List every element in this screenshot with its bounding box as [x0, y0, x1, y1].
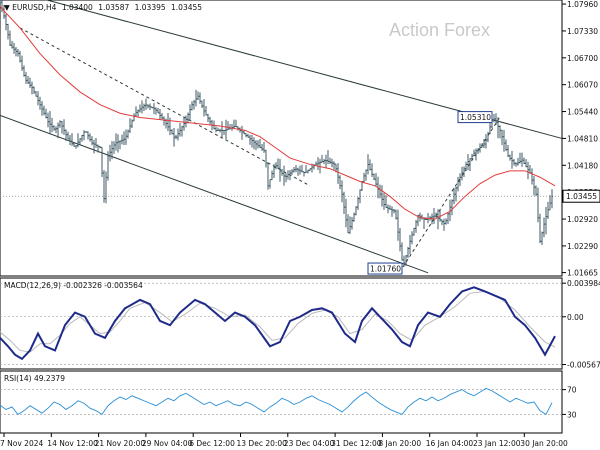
ohlc-low: 1.03395 — [135, 3, 166, 12]
macd-tick-label: -0.00567 — [567, 361, 600, 370]
price-tick-label: 1.07330 — [567, 27, 598, 36]
price-annotation-label: 1.01760 — [370, 265, 401, 274]
price-tick-label: 1.06070 — [567, 81, 598, 90]
macd-tick-label: 0.00 — [567, 313, 584, 322]
rsi-tick-label: 30 — [567, 410, 577, 419]
x-tick-label: 8 Jan 20:00 — [378, 439, 421, 448]
dashed-trend-line — [19, 27, 311, 187]
x-tick-label: 30 Jan 20:00 — [520, 439, 568, 448]
ohlc-high: 1.03587 — [98, 3, 129, 12]
x-tick-label: 21 Nov 20:00 — [95, 439, 146, 448]
x-tick-label: 23 Jan 12:00 — [473, 439, 521, 448]
header-line: ▼ EURUSD,H4 1.03400 1.03587 1.03395 1.03… — [4, 3, 202, 12]
price-tick-label: 1.04180 — [567, 161, 598, 170]
x-tick-label: 31 Dec 12:00 — [331, 439, 382, 448]
x-tick-label: 29 Nov 04:00 — [142, 439, 193, 448]
rsi-tick-label: 70 — [567, 386, 577, 395]
channel-line — [0, 114, 429, 274]
macd-panel — [0, 277, 563, 370]
ohlc-close: 1.03455 — [171, 3, 202, 12]
dashed-trend-line — [402, 116, 501, 268]
price-tick-label: 1.07960 — [567, 0, 598, 9]
header-arrow-icon: ▼ — [4, 3, 12, 12]
macd-group: 0.003984 0.00 -0.00567 — [0, 279, 600, 370]
price-tick-label: 1.06700 — [567, 54, 598, 63]
watermark: Action Forex — [389, 20, 490, 40]
x-tick-label: 16 Jan 04:00 — [426, 439, 474, 448]
x-tick-label: 14 Nov 12:00 — [47, 439, 98, 448]
current-price-label: 1.03455 — [566, 192, 597, 201]
moving-average-line — [0, 6, 556, 220]
ohlc-open: 1.03400 — [62, 3, 93, 12]
x-tick-label: 13 Dec 20:00 — [237, 439, 288, 448]
macd-label: MACD(12,26,9) -0.002326 -0.003564 — [4, 281, 143, 290]
x-tick-label: 7 Nov 2024 — [0, 439, 43, 448]
current-price-box — [562, 189, 600, 203]
x-tick-label: 6 Dec 12:00 — [189, 439, 235, 448]
macd-signal-line — [0, 290, 556, 353]
price-annotation-label: 1.05310 — [460, 113, 491, 122]
price-tick-label: 1.02290 — [567, 242, 598, 251]
macd-tick-label: 0.003984 — [567, 279, 600, 288]
price-axis: 1.07960 1.07330 1.06700 1.06070 1.05440 1.048… — [562, 0, 600, 278]
rsi-group: 70 30 — [0, 386, 577, 419]
price-tick-label: 1.01665 — [567, 269, 598, 278]
macd-main-line — [0, 286, 556, 361]
price-annotation-box — [457, 111, 493, 124]
rsi-line — [0, 387, 553, 416]
moving-average-group — [0, 6, 556, 220]
annotations-group: 1.05310 1.01760 — [367, 111, 493, 275]
x-tick-label: 23 Dec 04:00 — [284, 439, 335, 448]
price-tick-label: 1.05440 — [567, 108, 598, 117]
rsi-label: RSI(14) 49.2379 — [4, 374, 65, 383]
rsi-panel — [0, 370, 563, 434]
price-tick-label: 1.02920 — [567, 215, 598, 224]
price-annotation-box — [367, 262, 403, 275]
symbol-header: EURUSD,H4 — [12, 3, 56, 12]
price-series-group — [0, 0, 553, 267]
price-tick-label: 1.04810 — [567, 134, 598, 143]
